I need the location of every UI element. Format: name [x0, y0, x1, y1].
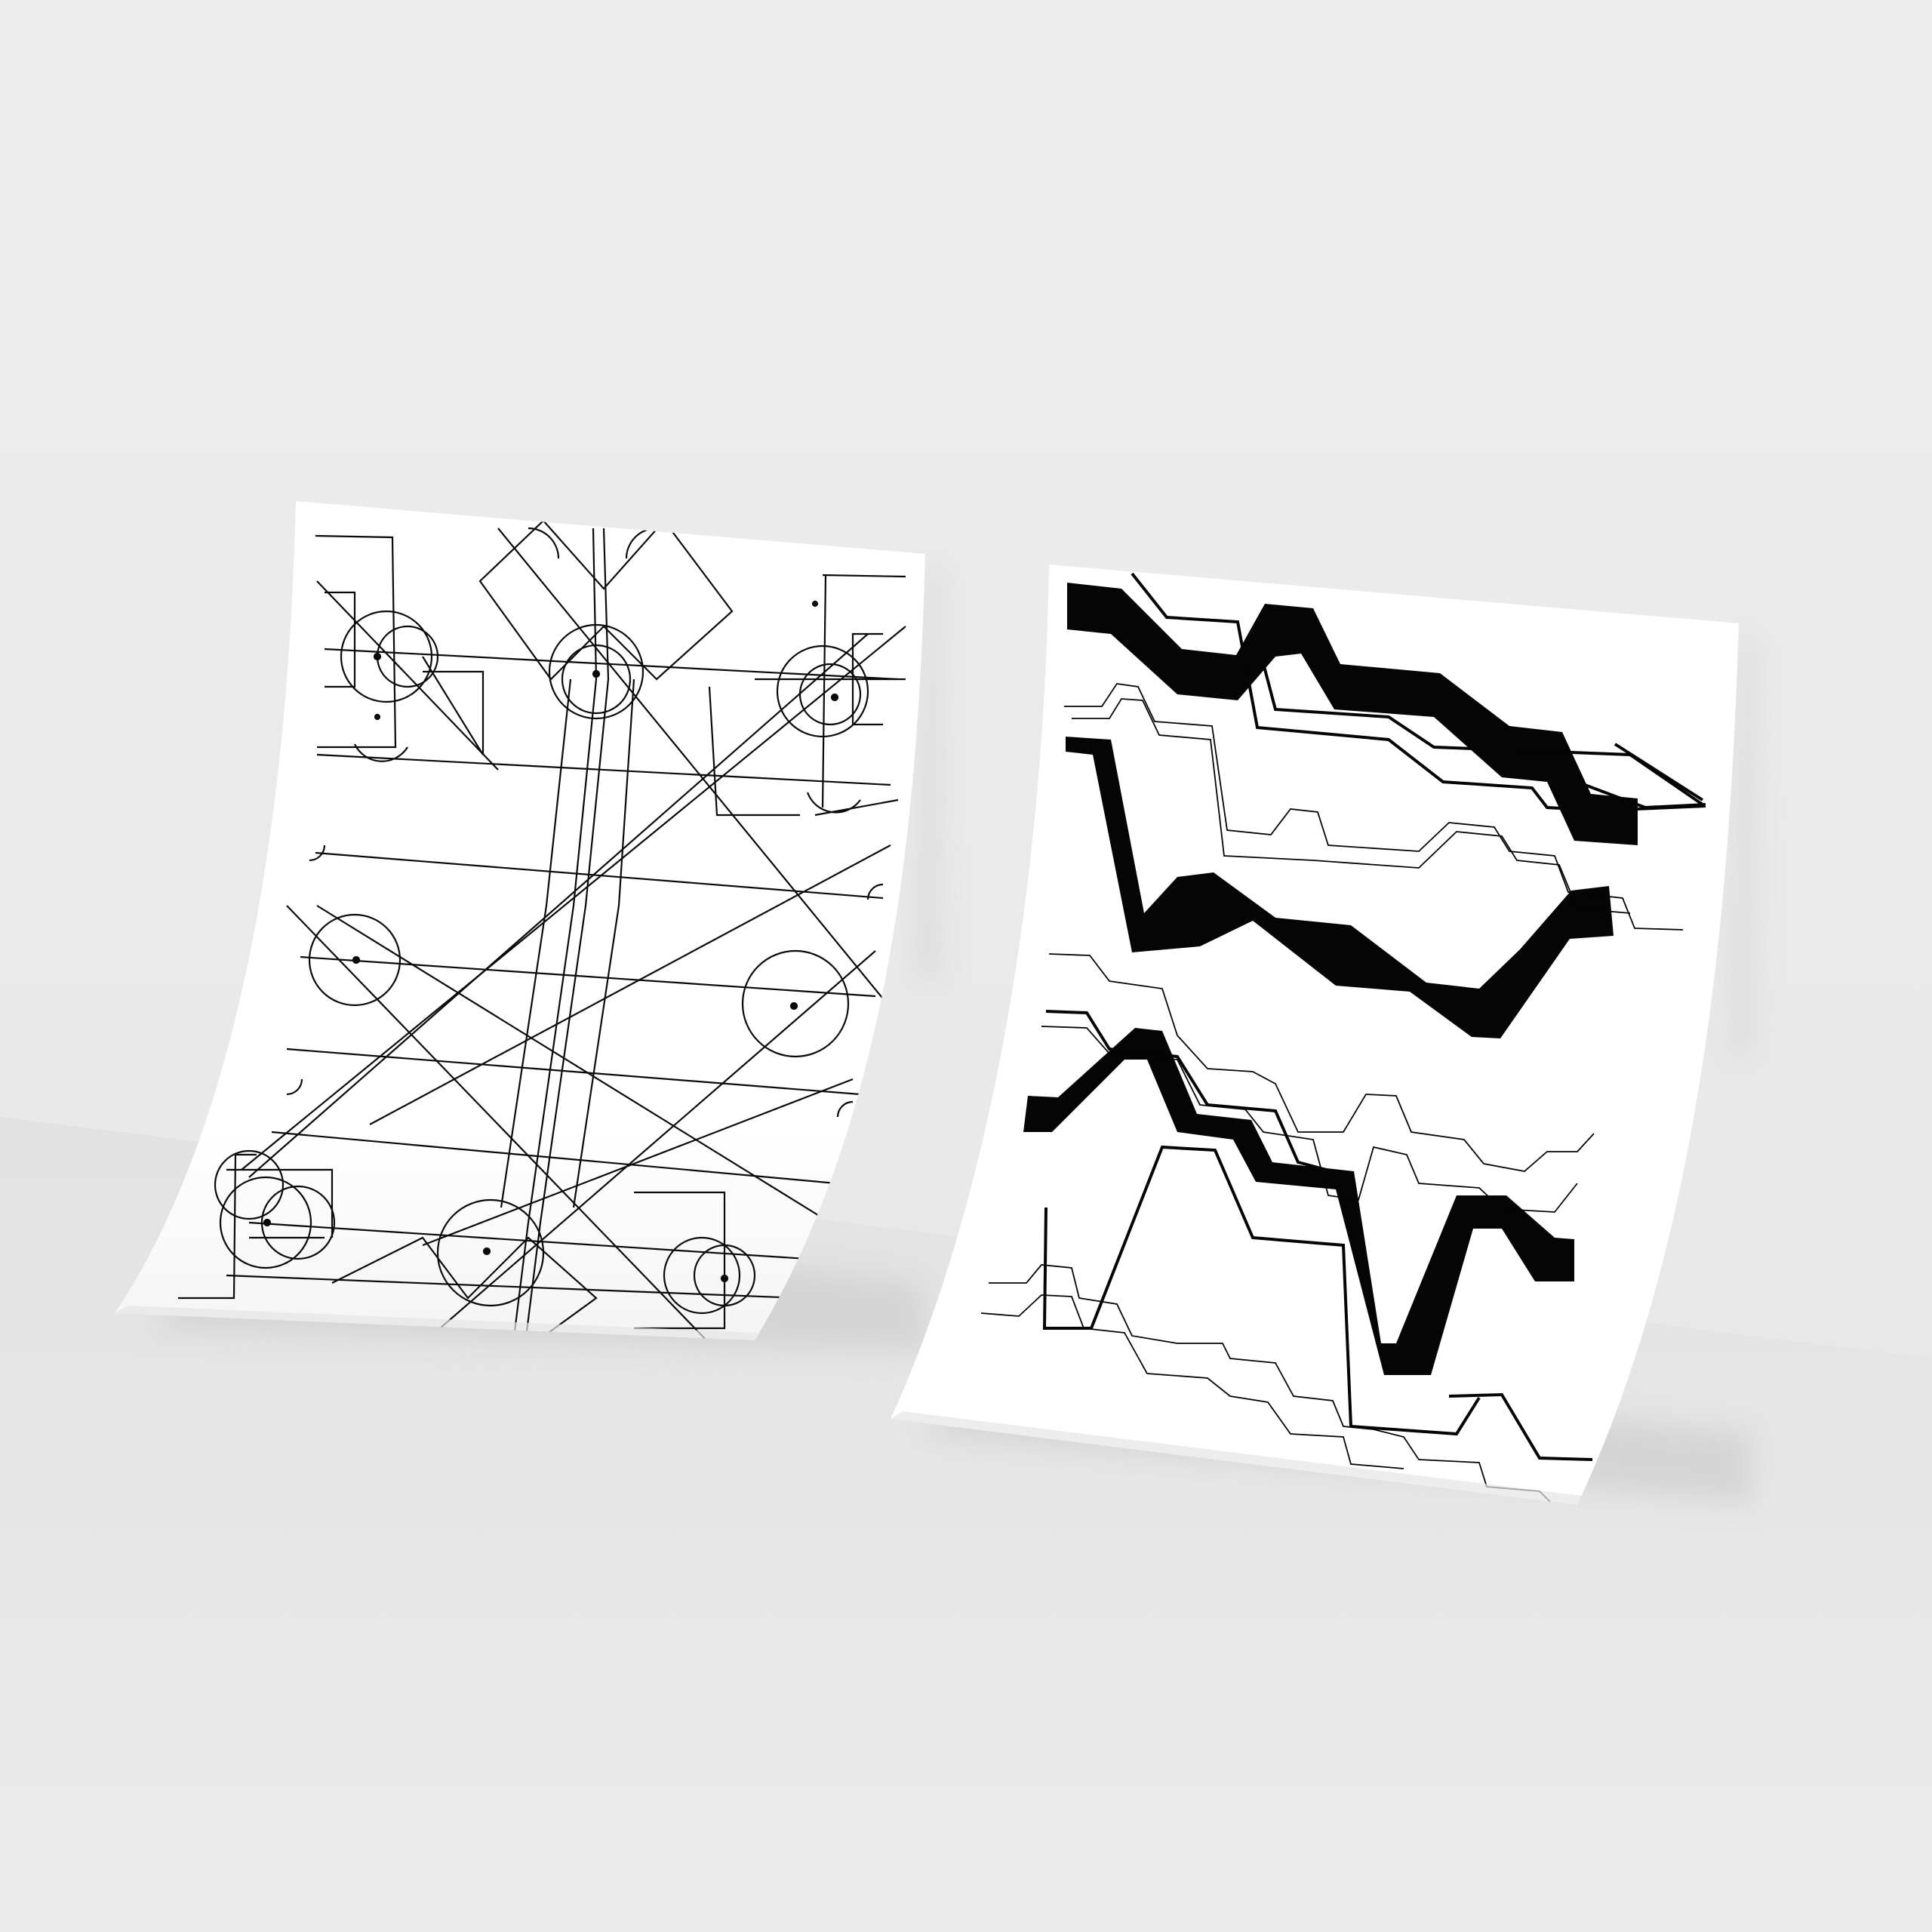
thick-band-2	[1066, 737, 1614, 1038]
thick-band-1	[1067, 583, 1638, 845]
left-poster-paper	[115, 501, 925, 1340]
left-poster	[115, 501, 925, 1340]
thick-band-3	[1023, 1028, 1574, 1375]
left-poster-curl-shade	[115, 1306, 758, 1340]
right-poster-artwork	[980, 572, 1706, 1505]
left-poster-artwork	[178, 519, 906, 1340]
right-poster-curl-shade	[891, 1411, 1582, 1505]
right-poster	[891, 565, 1739, 1505]
